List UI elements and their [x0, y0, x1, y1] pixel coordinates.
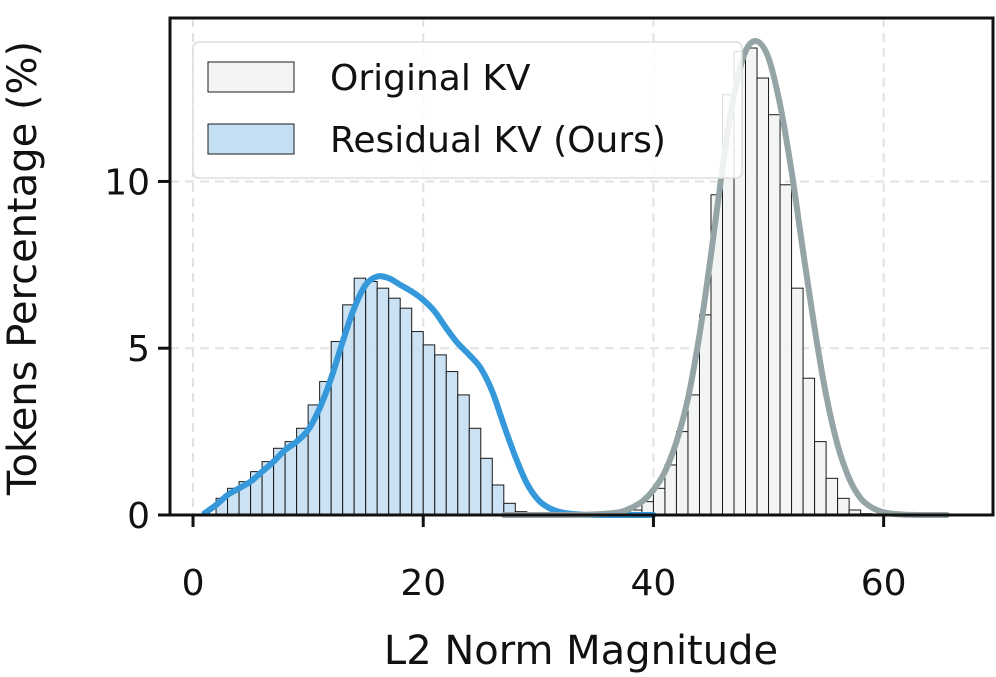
- legend: Original KV Residual KV (Ours): [192, 41, 743, 179]
- plot-frame: [168, 16, 995, 517]
- bar-original-kv-50: [768, 114, 781, 516]
- legend-box: [192, 41, 743, 179]
- x-axis-label: L2 Norm Magnitude: [384, 628, 778, 674]
- y-tick-label: 0: [127, 496, 150, 537]
- legend-swatch-residual-kv: [207, 123, 295, 155]
- legend-swatch-original-kv: [207, 61, 295, 93]
- bar-residual-kv-ours-23: [457, 394, 470, 516]
- bar-original-kv-52: [791, 287, 804, 516]
- curve-original-kv: [500, 38, 950, 519]
- x-axis-ticks: 0 20 40 60: [182, 515, 907, 604]
- bar-residual-kv-ours-26: [491, 484, 505, 516]
- legend-label-residual-kv: Residual KV (Ours): [330, 120, 666, 161]
- bar-original-kv-43: [687, 394, 700, 516]
- bar-original-kv-56: [837, 497, 850, 516]
- y-tick-label: 10: [104, 162, 150, 203]
- bar-original-kv-49: [756, 77, 770, 516]
- bar-original-kv-48: [745, 47, 758, 516]
- bar-residual-kv-ours-8: [284, 441, 298, 516]
- bar-residual-kv-ours-18: [399, 307, 413, 516]
- y-axis-ticks: 0 5 10: [104, 162, 170, 537]
- bar-original-kv-55: [825, 477, 839, 516]
- bar-original-kv-54: [814, 441, 827, 516]
- y-axis-label: Tokens Percentage (%): [0, 41, 46, 496]
- bar-original-kv-44: [698, 314, 712, 516]
- bar-residual-kv-ours-24: [468, 427, 482, 516]
- bar-residual-kv-ours-25: [480, 457, 493, 516]
- bar-residual-kv-ours-22: [445, 371, 459, 516]
- bar-residual-kv-ours-17: [388, 297, 401, 516]
- bar-residual-kv-ours-15: [365, 281, 378, 516]
- bar-residual-kv-ours-19: [411, 331, 424, 516]
- bar-original-kv-53: [802, 377, 816, 516]
- bar-original-kv-51: [779, 184, 793, 516]
- x-tick-label: 40: [631, 563, 677, 604]
- bar-residual-kv-ours-21: [434, 354, 447, 516]
- bar-residual-kv-ours-20: [422, 344, 436, 516]
- legend-label-original-kv: Original KV: [330, 58, 531, 99]
- bar-residual-kv-ours-16: [376, 287, 390, 516]
- x-tick-label: 20: [400, 563, 446, 604]
- x-tick-label: 60: [861, 563, 907, 604]
- bar-residual-kv-ours-14: [353, 277, 367, 516]
- y-tick-label: 5: [127, 329, 150, 370]
- x-tick-label: 0: [182, 563, 205, 604]
